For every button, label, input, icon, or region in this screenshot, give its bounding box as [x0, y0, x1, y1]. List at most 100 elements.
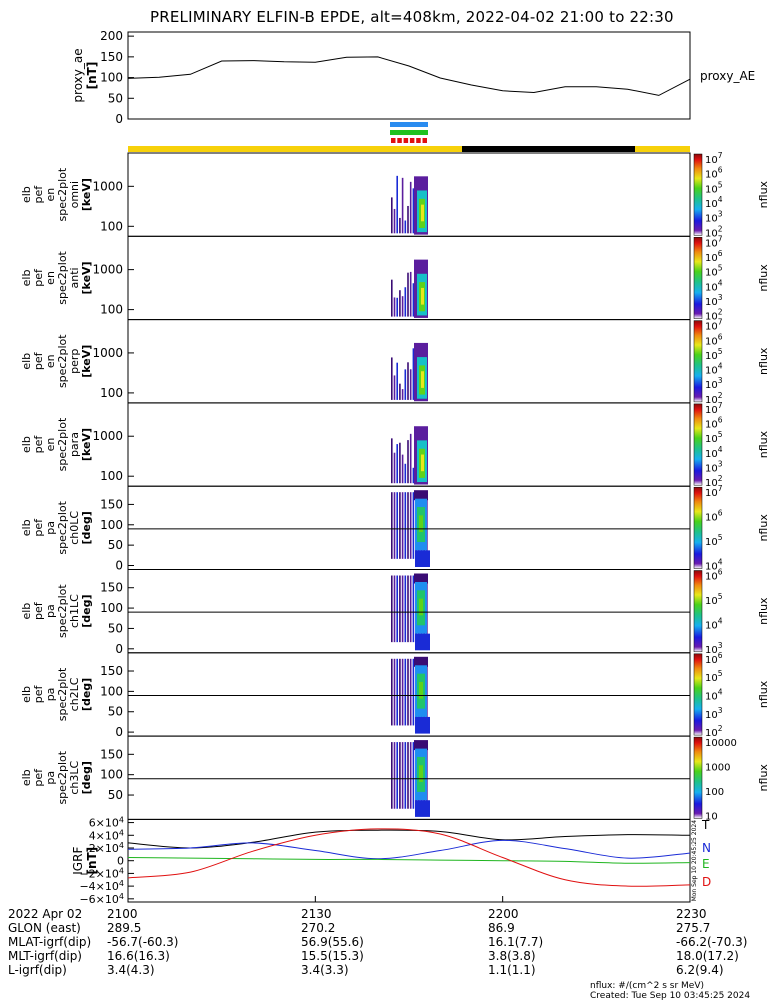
- spec-stripe: [399, 290, 401, 316]
- colorbar: [694, 154, 702, 235]
- spec-stripe: [407, 362, 409, 400]
- time-row-label: L-igrf(dip): [8, 963, 67, 977]
- spec-stripe: [399, 384, 401, 400]
- spec-stripe: [410, 742, 412, 809]
- spec-stripe: [391, 576, 393, 643]
- spec-stripe: [394, 297, 396, 316]
- colorbar: [694, 404, 702, 485]
- time-row-value: 2100: [107, 907, 138, 921]
- spec-frame: [128, 153, 690, 236]
- spec-ytick-label: 150: [100, 497, 123, 511]
- time-row-value: 2230: [676, 907, 707, 921]
- colorbar-tick-label: 104: [705, 278, 723, 293]
- time-row-value: 56.9(55.6): [301, 935, 364, 949]
- spec-cell: [415, 717, 430, 734]
- spec-ytick-label: 50: [108, 621, 123, 635]
- colorbar-tick-label: 102: [705, 724, 723, 739]
- spec-ytick-label: 150: [100, 664, 123, 678]
- colorbar: [694, 321, 702, 402]
- spec-ylabel-line: [deg]: [80, 678, 93, 711]
- spec-frame: [128, 236, 690, 319]
- spec-ytick-label: 100: [100, 684, 123, 698]
- spec-stripe: [413, 283, 415, 316]
- spec-stripe: [391, 742, 393, 809]
- igrf-ytick-label: −6×104: [79, 892, 124, 906]
- time-row-value: 16.6(16.3): [107, 949, 170, 963]
- time-row-value: 18.0(17.2): [676, 949, 739, 963]
- spec-ytick-label: 0: [115, 642, 123, 656]
- spec-stripe: [391, 357, 393, 399]
- spec-ytick-label: 100: [100, 303, 123, 317]
- footer-created: Created: Tue Sep 10 03:45:25 2024: [590, 991, 750, 1000]
- time-row-label: GLON (east): [8, 921, 81, 935]
- igrf-yunits: [nT]: [85, 847, 99, 875]
- spec-stripe: [402, 178, 404, 233]
- spec-ytick-label: 50: [108, 788, 123, 802]
- colorbar-label: nflux: [757, 264, 770, 292]
- colorbar-label: nflux: [757, 764, 770, 792]
- spec-stripe: [407, 273, 409, 317]
- spec-panel-pa-ch1LC: 150100500elb pef pa spec2plot ch1LC [deg] nflu…: [20, 570, 770, 656]
- colorbar: [694, 237, 702, 318]
- spec-stripe: [407, 742, 409, 809]
- colorbar-tick-label: 103: [705, 376, 723, 391]
- spec-stripe: [405, 221, 407, 234]
- colorbar-tick-label: 10000: [705, 738, 737, 749]
- spec-stripe: [405, 369, 407, 400]
- spec-stripe: [402, 659, 404, 726]
- spec-cell: [415, 634, 430, 651]
- zone-bar-red: [410, 138, 415, 143]
- spec-cell: [415, 550, 430, 567]
- spec-stripe: [391, 197, 393, 233]
- colorbar-tick-label: 1000: [705, 763, 730, 774]
- time-row-value: -66.2(-70.3): [676, 935, 747, 949]
- time-row-value: 16.1(7.7): [488, 935, 543, 949]
- time-row-value: -56.7(-60.3): [107, 935, 178, 949]
- spec-stripe: [410, 182, 412, 233]
- spec-cell: [421, 455, 424, 472]
- spec-stripe: [405, 742, 407, 809]
- time-row-value: 289.5: [107, 921, 141, 935]
- colorbar-tick-label: 103: [705, 210, 723, 225]
- colorbar-tick-label: 104: [705, 616, 723, 631]
- time-row-value: 270.2: [301, 921, 335, 935]
- spec-stripe: [407, 206, 409, 233]
- spec-ytick-label: 100: [100, 768, 123, 782]
- spec-stripe: [413, 742, 415, 809]
- spec-stripe: [402, 742, 404, 809]
- spec-stripe: [399, 492, 401, 559]
- spec-stripe: [396, 576, 398, 643]
- spec-ylabel-line: [keV]: [80, 178, 93, 211]
- spec-ytick-label: 100: [100, 386, 123, 400]
- colorbar: [694, 737, 702, 818]
- igrf-series-N: [128, 840, 690, 858]
- spec-frame: [128, 653, 690, 736]
- spec-stripe: [396, 492, 398, 559]
- igrf-series-T: [128, 830, 690, 848]
- spec-cell: [419, 682, 423, 699]
- igrf-ytick-label: −4×104: [79, 879, 124, 893]
- igrf-legend-D: D: [702, 875, 711, 889]
- colorbar-tick-label: 106: [705, 249, 723, 264]
- spec-stripe: [402, 389, 404, 400]
- spec-stripe: [405, 659, 407, 726]
- spec-cell: [421, 371, 424, 388]
- spec-stripe: [396, 176, 398, 233]
- colorbar-tick-label: 104: [705, 445, 723, 460]
- colorbar-tick-label: 100: [705, 787, 724, 798]
- spec-ytick-label: 100: [100, 601, 123, 615]
- colorbar-tick-label: 106: [705, 332, 723, 347]
- spec-stripe: [396, 298, 398, 317]
- spec-frame: [128, 403, 690, 486]
- colorbar-tick-label: 105: [705, 264, 723, 279]
- spec-stripe: [413, 188, 415, 233]
- spec-stripe: [405, 492, 407, 559]
- spec-panel-pa-ch0LC: 150100500elb pef pa spec2plot ch0LC [deg] nflu…: [20, 486, 770, 572]
- igrf-legend-E: E: [702, 857, 710, 871]
- orbit-bar-night: [462, 146, 635, 152]
- spec-cell: [419, 599, 423, 616]
- ae-frame: [128, 32, 690, 119]
- spec-cell: [421, 205, 424, 222]
- spec-ytick-label: 1000: [92, 429, 123, 443]
- colorbar-label: nflux: [757, 430, 770, 458]
